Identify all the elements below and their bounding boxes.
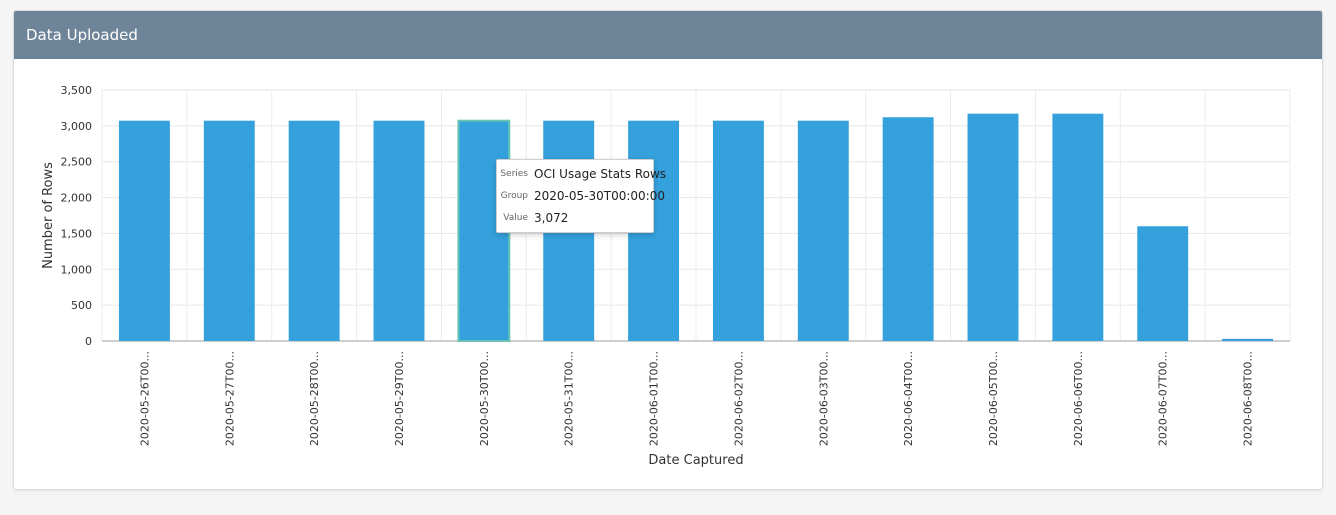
x-tick-label: 2020-05-26T00...: [138, 351, 151, 446]
tooltip-value-key: Value: [503, 213, 528, 223]
bar: [288, 120, 340, 341]
x-tick-label: 2020-06-08T00...: [1242, 351, 1255, 446]
data-uploaded-panel: Data Uploaded 0 500 1,000 1,500 2,000 2,500 3,…: [13, 10, 1323, 490]
bar: [118, 120, 170, 341]
y-axis-title: Number of Rows: [41, 162, 56, 269]
bar-chart: 0 500 1,000 1,500 2,000 2,500 3,000 3,500 2020-0…: [41, 84, 1291, 468]
x-tick-label: 2020-05-30T00...: [478, 351, 491, 446]
bar: [203, 120, 255, 341]
panel-title: Data Uploaded: [14, 11, 1322, 59]
tooltip-series-value: OCI Usage Stats Rows: [534, 167, 667, 181]
x-tick-label: 2020-06-03T00...: [817, 351, 830, 446]
x-tick-label: 2020-05-31T00...: [563, 351, 576, 446]
bar: [1052, 113, 1104, 341]
y-tick-label: 0: [85, 335, 92, 348]
x-tick-label: 2020-06-02T00...: [732, 351, 745, 446]
x-tick-label: 2020-06-05T00...: [987, 351, 1000, 446]
bar: [712, 120, 764, 341]
x-tick-label: 2020-06-06T00...: [1072, 351, 1085, 446]
bar: [373, 120, 425, 341]
x-tick-label: 2020-06-07T00...: [1157, 351, 1170, 446]
x-axis-title: Date Captured: [648, 453, 743, 468]
tooltip-series-key: Series: [500, 169, 528, 179]
y-tick-label: 3,000: [61, 120, 93, 133]
tooltip-value-value: 3,072: [534, 211, 569, 225]
y-tick-label: 3,500: [61, 84, 93, 97]
x-tick-label: 2020-05-27T00...: [223, 351, 236, 446]
bar: [1137, 226, 1189, 341]
x-tick-label: 2020-05-29T00...: [393, 351, 406, 446]
bar: [797, 120, 849, 341]
x-tick-label: 2020-06-01T00...: [648, 351, 661, 446]
tooltip-group-value: 2020-05-30T00:00:00: [534, 189, 665, 203]
x-tick-label: 2020-05-28T00...: [308, 351, 321, 446]
y-tick-label: 2,000: [61, 192, 93, 205]
y-tick-label: 1,500: [61, 227, 93, 240]
y-tick-label: 500: [71, 299, 92, 312]
tooltip-group-key: Group: [500, 191, 528, 201]
chart-tooltip: Series OCI Usage Stats Rows Group 2020-0…: [496, 159, 666, 233]
x-tick-label: 2020-06-04T00...: [902, 351, 915, 446]
bar: [882, 117, 934, 341]
bar: [967, 113, 1019, 341]
y-tick-label: 2,500: [61, 156, 93, 169]
bar: [1222, 338, 1274, 341]
y-tick-label: 1,000: [61, 263, 93, 276]
